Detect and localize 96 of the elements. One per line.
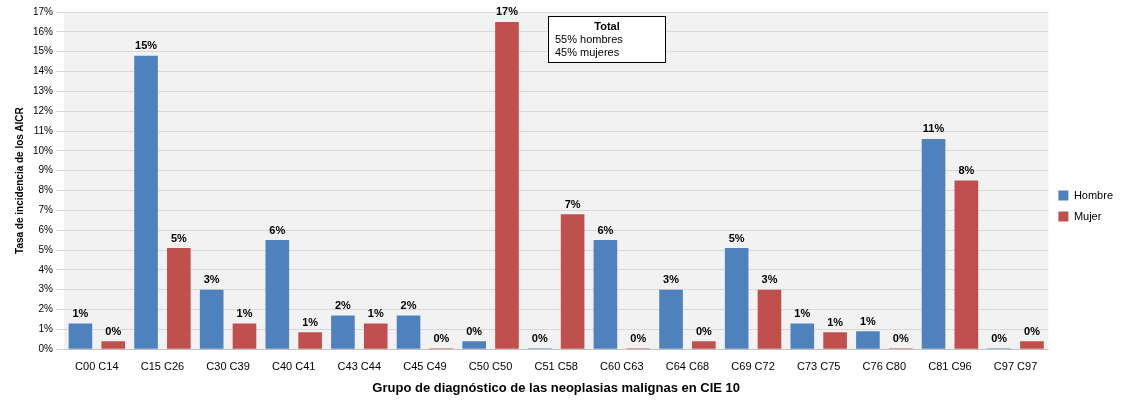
y-tick-label: 12% [33,104,54,116]
x-tick-label: C60 C63 [600,359,644,372]
data-label: 0% [466,324,483,337]
data-label: 0% [105,324,122,337]
data-label: 0% [1024,324,1041,337]
x-tick-label: C00 C14 [75,359,119,372]
x-axis-title: Grupo de diagnóstico de las neoplasias malignas en CIE 10 [372,379,741,395]
x-tick-label: C81 C96 [928,359,972,372]
x-tick-label: C76 C80 [862,359,907,372]
bar [101,341,126,349]
y-tick-label: 4% [38,263,54,275]
data-label: 11% [922,122,945,135]
y-tick-label: 15% [33,45,54,57]
legend-label: Mujer [1073,209,1102,222]
data-label: 0% [433,331,450,344]
x-tick-label: C15 C26 [140,359,185,372]
data-label: 0% [630,331,647,344]
annotation: 55% hombres [555,33,624,46]
data-label: 1% [302,315,319,328]
x-tick-label: C45 C49 [403,359,447,372]
bar [68,323,93,349]
data-label: 0% [892,331,909,344]
bar [593,240,618,349]
bar [134,55,158,349]
data-label: 0% [991,331,1008,344]
y-tick-label: 7% [38,204,54,216]
bar [856,331,880,349]
bar [462,341,486,349]
data-label: 8% [958,164,975,177]
data-label: 1% [859,314,877,327]
y-tick-label: 17% [33,5,54,17]
data-label: 3% [203,273,220,286]
data-label: 6% [269,223,286,236]
bar [724,248,749,349]
x-tick-label: C73 C75 [796,359,841,372]
bar [495,21,519,349]
y-tick-label: 16% [33,25,54,37]
x-tick-label: C43 C44 [337,359,382,372]
data-label: 1% [367,306,384,319]
data-label: 1% [827,315,844,328]
x-tick-label: C97 C97 [993,359,1038,372]
data-label: 7% [564,197,581,210]
bar [823,332,847,349]
data-label: 2% [400,299,417,312]
data-label: 5% [170,231,188,244]
y-tick-label: 6% [38,223,54,235]
data-label: 15% [135,39,158,52]
data-label: 0% [695,324,713,337]
data-label: 17% [495,5,519,18]
y-tick-label: 5% [38,243,54,255]
annotation: Total [593,20,621,33]
data-label: 2% [334,299,352,312]
bar [167,248,191,349]
data-label: 5% [728,231,745,244]
bar [396,315,421,349]
data-label: 0% [531,331,548,344]
data-label: 3% [663,273,680,286]
y-tick-label: 1% [38,323,54,335]
y-axis-title: Tasa de incidencia de los AICR [13,106,25,254]
x-tick-label: C64 C68 [665,359,710,372]
bar [790,323,815,349]
bar [1020,341,1044,349]
bar [232,323,257,349]
bar [298,332,322,349]
x-tick-label: C40 C41 [271,359,316,372]
legend-label: Hombre [1073,188,1113,201]
x-tick-label: C51 C58 [534,359,578,372]
y-tick-label: 10% [33,144,54,156]
data-label: 1% [236,306,253,319]
bar [363,323,388,349]
y-tick-label: 13% [33,85,54,97]
bar [757,289,782,349]
data-label: 3% [761,273,778,286]
annotation: 45% mujeres [555,46,621,59]
bar [921,138,946,349]
y-tick-label: 9% [38,164,54,176]
data-label: 1% [794,306,811,319]
x-tick-label: C69 C72 [731,359,775,372]
bar [199,289,224,349]
y-tick-label: 11% [33,124,54,136]
bar [560,214,585,349]
y-tick-label: 0% [38,342,54,354]
bar [692,341,716,349]
data-label: 1% [72,306,89,319]
bar [659,289,683,349]
text-box: Total 55% hombres 45% mujeres [548,16,666,63]
bar [954,180,979,349]
bar [265,240,290,349]
data-label: 6% [597,223,614,236]
y-tick-label: 3% [38,283,54,295]
bar [331,315,355,349]
y-tick-label: 8% [38,184,54,196]
y-tick-label: 14% [33,65,54,77]
x-tick-label: C30 C39 [206,359,250,372]
x-tick-label: C50 C50 [468,359,513,372]
y-tick-label: 2% [38,303,54,315]
